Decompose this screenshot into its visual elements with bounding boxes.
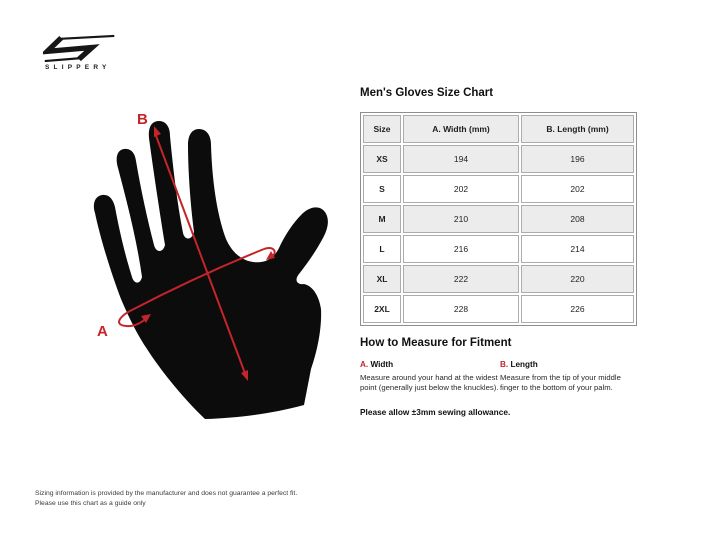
hand-silhouette xyxy=(93,121,328,419)
disclaimer-text: Sizing information is provided by the ma… xyxy=(35,489,297,508)
arrowhead-icon xyxy=(141,314,151,323)
width-cell: 194 xyxy=(403,145,519,173)
width-cell: 228 xyxy=(403,295,519,323)
column-header-width: A. Width (mm) xyxy=(403,115,519,143)
arrowhead-icon xyxy=(266,251,275,260)
length-cell: 220 xyxy=(521,265,634,293)
length-cell: 226 xyxy=(521,295,634,323)
table-row: XS 194 196 xyxy=(363,145,634,173)
sewing-allowance-note: Please allow ±3mm sewing allowance. xyxy=(360,407,511,417)
size-cell: 2XL xyxy=(363,295,401,323)
width-measure-line-a xyxy=(118,247,276,328)
measure-width-heading: A. Width xyxy=(360,360,500,369)
width-cell: 222 xyxy=(403,265,519,293)
measure-length-label: Length xyxy=(510,360,538,369)
width-cell: 202 xyxy=(403,175,519,203)
measure-title: How to Measure for Fitment xyxy=(360,337,512,349)
measure-length-heading: B. Length xyxy=(500,360,638,369)
table-row: L 216 214 xyxy=(363,235,634,263)
size-cell: L xyxy=(363,235,401,263)
length-measure-line-b xyxy=(154,126,248,381)
length-cell: 202 xyxy=(521,175,634,203)
column-header-length: B. Length (mm) xyxy=(521,115,634,143)
measure-width-label: Width xyxy=(370,360,394,369)
size-cell: XS xyxy=(363,145,401,173)
label-a: A xyxy=(97,323,108,340)
slippery-s-icon xyxy=(43,34,115,62)
measure-length-text: Measure from the tip of your middle fing… xyxy=(500,373,621,392)
brand-name: SLIPPERY xyxy=(45,64,111,71)
disclaimer-line-2: Please use this chart as a guide only xyxy=(35,499,146,507)
length-cell: 196 xyxy=(521,145,634,173)
length-cell: 208 xyxy=(521,205,634,233)
measure-width-text: Measure around your hand at the widest p… xyxy=(360,373,499,392)
table-row: M 210 208 xyxy=(363,205,634,233)
brand-logo: SLIPPERY xyxy=(43,34,117,71)
column-header-size: Size xyxy=(363,115,401,143)
size-cell: M xyxy=(363,205,401,233)
table-row: XL 222 220 xyxy=(363,265,634,293)
label-b: B xyxy=(137,111,148,128)
measure-length-section: B. Length Measure from the tip of your m… xyxy=(500,360,638,393)
table-header-row: Size A. Width (mm) B. Length (mm) xyxy=(363,115,634,143)
hand-measurement-diagram: B A xyxy=(85,106,347,428)
width-cell: 216 xyxy=(403,235,519,263)
measure-length-prefix: B. xyxy=(500,360,509,369)
size-cell: S xyxy=(363,175,401,203)
size-cell: XL xyxy=(363,265,401,293)
hand-diagram-svg: B A xyxy=(93,111,328,419)
size-chart-panel: Men's Gloves Size Chart Size A. Width (m… xyxy=(360,87,638,417)
length-cell: 214 xyxy=(521,235,634,263)
measure-width-prefix: A. xyxy=(360,360,369,369)
measure-width-section: A. Width Measure around your hand at the… xyxy=(360,360,500,393)
size-chart-table: Size A. Width (mm) B. Length (mm) XS 194… xyxy=(360,112,637,326)
disclaimer-line-1: Sizing information is provided by the ma… xyxy=(35,490,298,497)
size-chart-title: Men's Gloves Size Chart xyxy=(360,87,494,99)
arrowhead-icon xyxy=(241,370,248,381)
arrowhead-icon xyxy=(154,126,161,137)
table-row: S 202 202 xyxy=(363,175,634,203)
measure-instructions: A. Width Measure around your hand at the… xyxy=(360,360,638,393)
width-cell: 210 xyxy=(403,205,519,233)
table-row: 2XL 228 226 xyxy=(363,295,634,323)
